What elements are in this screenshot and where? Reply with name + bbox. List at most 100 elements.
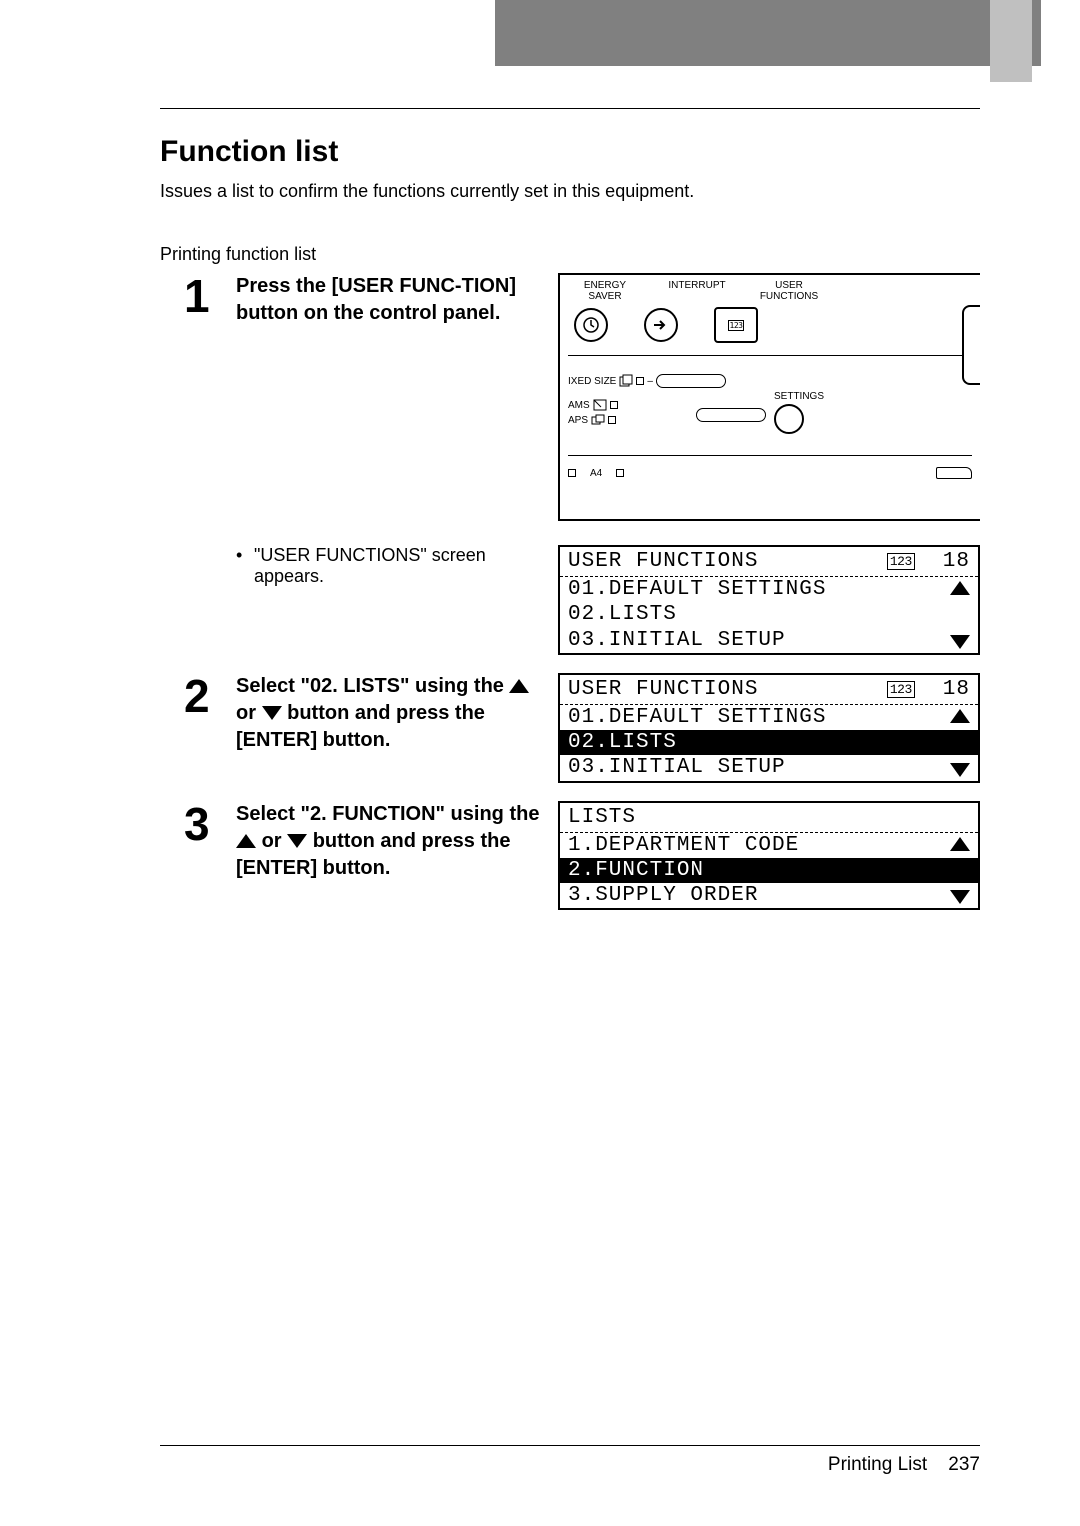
energy-saver-label: ENERGY SAVER [570,281,640,302]
step-body: Press the [USER FUNC-TION] button on the… [236,273,980,655]
lcd-body: 01.DEFAULT SETTINGS 02.LISTS 03.INITIAL … [560,705,978,781]
page-header-bar [0,0,1080,66]
step-number: 1 [184,273,230,319]
section-subhead: Printing function list [160,244,980,265]
settings-pill-button[interactable] [656,374,726,388]
step-number: 3 [184,801,230,847]
user-functions-button[interactable]: 123 [714,307,758,343]
down-arrow-icon [950,635,970,649]
panel-side-stub [962,305,980,385]
lcd-screen-3: LISTS 1.DEPARTMENT CODE 2.FUNCTION 3.SUP… [558,801,980,911]
step-2-text-b: or [236,702,262,724]
lcd-title: USER FUNCTIONS [568,677,883,702]
lcd-line-selected: 2.FUNCTION [560,858,978,883]
steps-list: 1 Press the [USER FUNC-TION] button on t… [184,273,980,910]
step-body: Select "02. LISTS" using the or button a… [236,673,980,783]
header-right-blank [1041,0,1080,66]
up-arrow-icon [950,581,970,595]
led-icon [616,469,624,477]
intro-text: Issues a list to confirm the functions c… [160,181,980,202]
step-2-text-a: Select "02. LISTS" using the [236,675,509,697]
step-2: 2 Select "02. LISTS" using the or button… [184,673,980,783]
down-arrow-icon [950,890,970,904]
lcd-badge-123: 123 [887,681,915,699]
lcd-body: 01.DEFAULT SETTINGS 02.LISTS 03.INITIAL … [560,577,978,653]
led-icon [608,416,616,424]
up-arrow-icon [950,837,970,851]
up-arrow-icon [236,834,256,848]
step-text: Select "02. LISTS" using the or button a… [236,673,546,754]
page-footer: Printing List 237 [160,1445,980,1476]
lcd-line: 03.INITIAL SETUP [560,755,978,780]
ams-icon [593,399,607,411]
led-icon [636,377,644,385]
step-1: 1 Press the [USER FUNC-TION] button on t… [184,273,980,655]
step-text-row: Select "2. FUNCTION" using the or button… [236,801,980,911]
paper-size-row: A4 [568,467,972,479]
settings-label: SETTINGS [774,391,824,402]
footer-text: Printing List 237 [160,1454,980,1476]
step-text-row: Press the [USER FUNC-TION] button on the… [236,273,980,521]
down-arrow-icon [262,706,282,720]
ams-row: AMS [568,399,688,411]
step-body: Select "2. FUNCTION" using the or button… [236,801,980,911]
ams-label: AMS [568,400,590,411]
lcd-body: 1.DEPARTMENT CODE 2.FUNCTION 3.SUPPLY OR… [560,833,978,909]
lcd-header: USER FUNCTIONS 123 18 [560,675,978,705]
step-text: Press the [USER FUNC-TION] button on the… [236,273,546,327]
panel-divider-2 [568,455,972,456]
lcd-line: 01.DEFAULT SETTINGS [560,705,978,730]
aps-row: APS [568,414,688,426]
paper-tray-icon [936,467,972,479]
badge-123-icon: 123 [728,320,745,331]
lcd-header: USER FUNCTIONS 123 18 [560,547,978,577]
down-arrow-icon [950,763,970,777]
clock-icon [582,316,600,334]
lcd-count: 18 [943,549,970,574]
aps-label: APS [568,415,588,426]
step-3-text-a: Select "2. FUNCTION" using the [236,803,539,825]
panel-button-row: 123 [574,307,758,343]
interrupt-icon [652,318,670,332]
down-arrow-icon [287,834,307,848]
up-arrow-icon [509,679,529,693]
led-icon [568,469,576,477]
a4-label: A4 [590,468,602,479]
interrupt-button[interactable] [644,308,678,342]
rule-top [160,108,980,109]
step-1-bullet: "USER FUNCTIONS" screen appears. [236,545,546,587]
page-content: Function list Issues a list to confirm t… [0,108,1080,910]
header-left-blank [0,0,495,66]
step-number: 2 [184,673,230,719]
lcd-header: LISTS [560,803,978,833]
side-tab-notch [990,0,1032,82]
panel-bottom-section: A4 [568,463,972,479]
footer-page-number: 237 [948,1454,980,1475]
panel-divider-1 [568,355,972,356]
lcd-line: 1.DEPARTMENT CODE [560,833,978,858]
page-title: Function list [160,135,980,169]
step-1-bullet-row: "USER FUNCTIONS" screen appears. USER FU… [236,545,980,655]
lcd-badge-123: 123 [887,553,915,571]
lcd-line-selected: 02.LISTS [560,730,978,755]
step-3: 3 Select "2. FUNCTION" using the or butt… [184,801,980,911]
footer-rule [160,1445,980,1446]
lcd-line: 02.LISTS [560,602,978,627]
step-text-row: Select "02. LISTS" using the or button a… [236,673,980,783]
paper-stack-icon [619,374,633,388]
footer-label: Printing List [828,1454,927,1475]
fixed-size-label: IXED SIZE [568,376,616,387]
energy-saver-button[interactable] [574,308,608,342]
user-functions-label: USER FUNCTIONS [754,281,824,302]
up-arrow-icon [950,709,970,723]
led-icon [610,401,618,409]
panel-labels-row: ENERGY SAVER INTERRUPT USER FUNCTIONS [570,281,980,302]
step-1-text: Press the [USER FUNC-TION] button on the… [236,275,516,324]
lcd-line: 01.DEFAULT SETTINGS [560,577,978,602]
lcd-count: 18 [943,677,970,702]
lcd-line: 3.SUPPLY ORDER [560,883,978,908]
control-panel-illustration: ENERGY SAVER INTERRUPT USER FUNCTIONS [558,273,980,521]
settings-pill-button-2[interactable] [696,408,766,422]
header-gray-block [495,0,1041,66]
settings-button[interactable] [774,404,804,434]
